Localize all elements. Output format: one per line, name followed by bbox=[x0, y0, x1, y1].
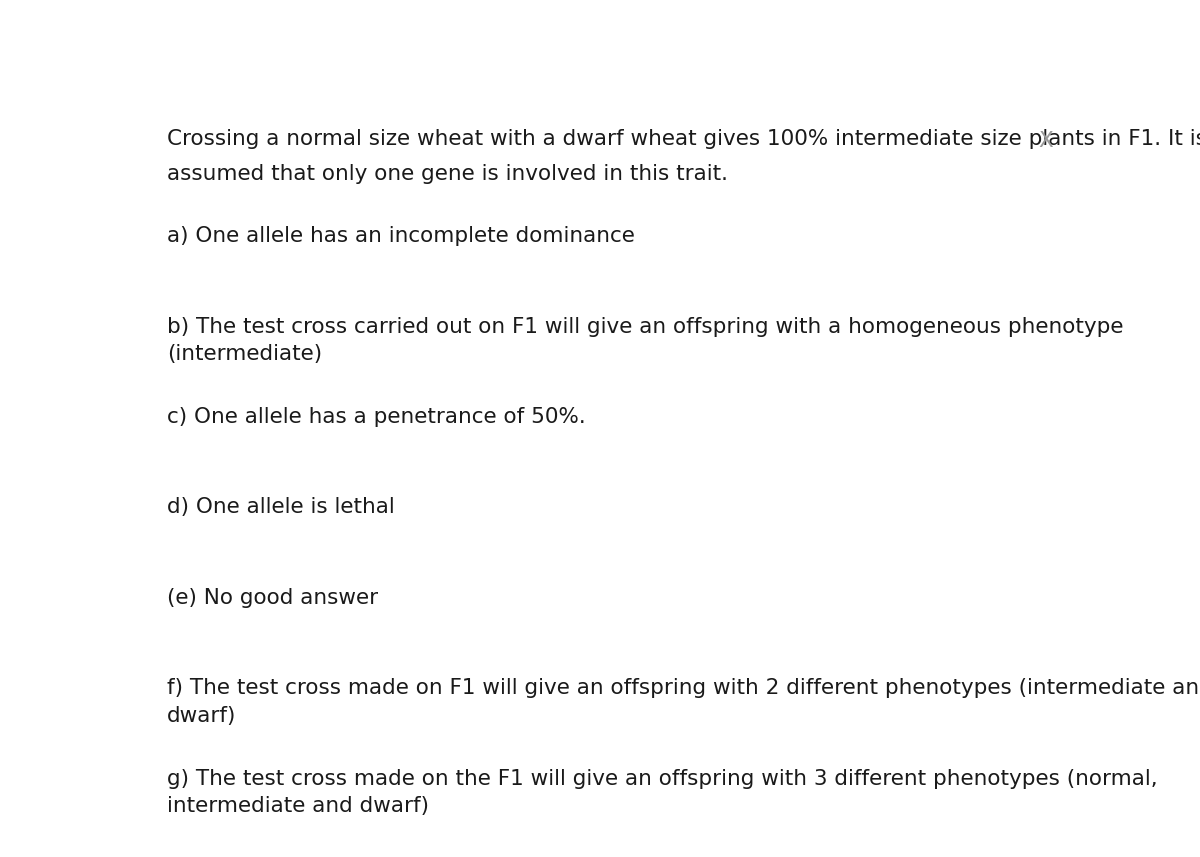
Text: d) One allele is lethal: d) One allele is lethal bbox=[167, 497, 395, 518]
Text: f) The test cross made on F1 will give an offspring with 2 different phenotypes : f) The test cross made on F1 will give a… bbox=[167, 678, 1200, 698]
Text: Crossing a normal size wheat with a dwarf wheat gives 100% intermediate size pla: Crossing a normal size wheat with a dwar… bbox=[167, 129, 1200, 149]
Text: g) The test cross made on the F1 will give an offspring with 3 different phenoty: g) The test cross made on the F1 will gi… bbox=[167, 769, 1157, 788]
Text: a) One allele has an incomplete dominance: a) One allele has an incomplete dominanc… bbox=[167, 226, 635, 246]
Text: intermediate and dwarf): intermediate and dwarf) bbox=[167, 796, 428, 817]
Text: c) One allele has a penetrance of 50%.: c) One allele has a penetrance of 50%. bbox=[167, 407, 586, 427]
Text: b) The test cross carried out on F1 will give an offspring with a homogeneous ph: b) The test cross carried out on F1 will… bbox=[167, 316, 1123, 337]
Text: (intermediate): (intermediate) bbox=[167, 345, 322, 364]
Text: X: X bbox=[1038, 130, 1052, 151]
Text: (e) No good answer: (e) No good answer bbox=[167, 588, 378, 608]
Text: assumed that only one gene is involved in this trait.: assumed that only one gene is involved i… bbox=[167, 164, 727, 183]
Text: dwarf): dwarf) bbox=[167, 706, 236, 726]
